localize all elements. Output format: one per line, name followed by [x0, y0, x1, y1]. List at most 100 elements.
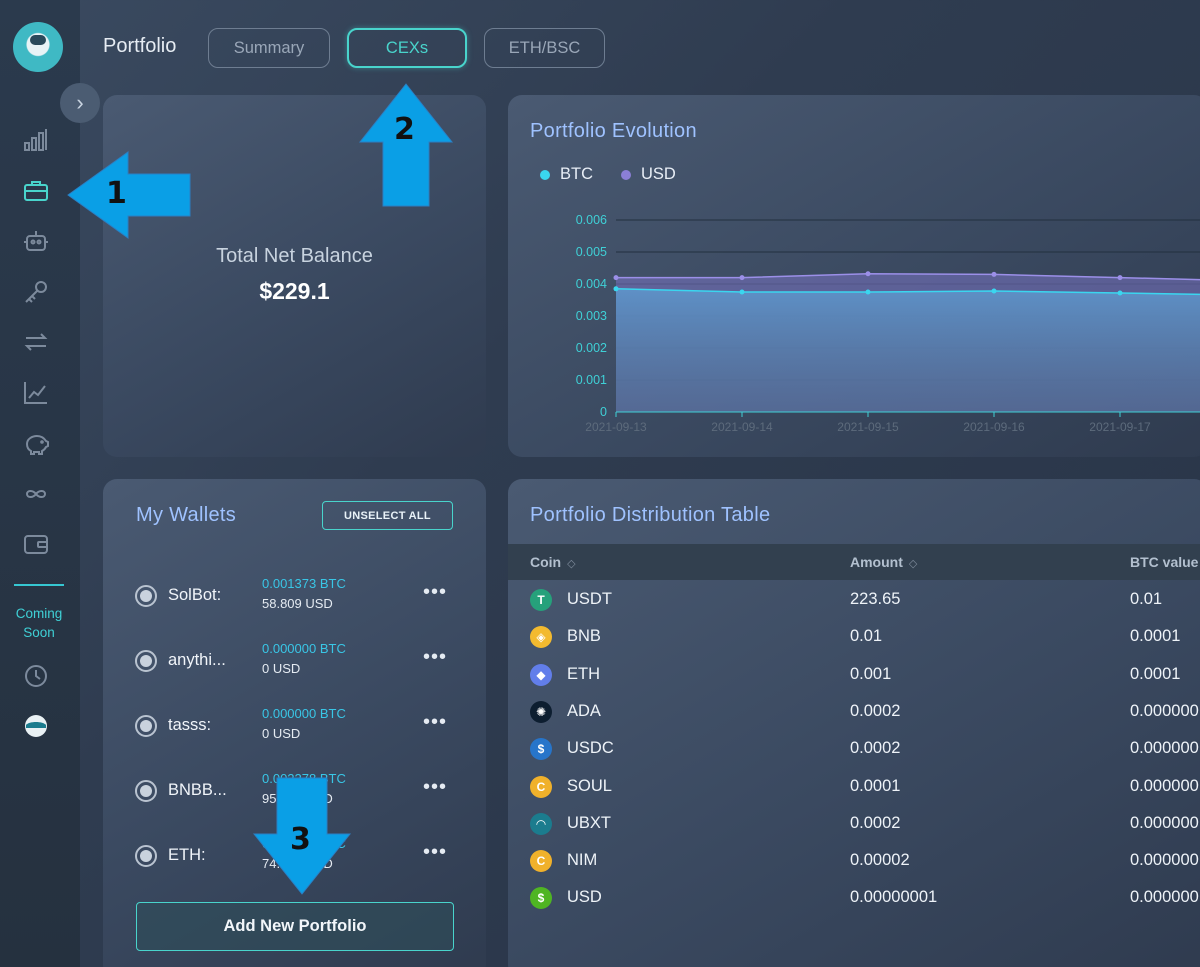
- coin-icon: ✺: [530, 700, 552, 723]
- robot-icon[interactable]: [22, 227, 50, 255]
- wallet-btc-balance: 0.001373 BTC: [262, 576, 346, 591]
- column-header-coin[interactable]: Coin ◇: [530, 554, 576, 570]
- wallet-select-radio[interactable]: [135, 585, 157, 607]
- table-row: ◆ ETH 0.001 0.0001: [508, 656, 1200, 693]
- line-chart-icon[interactable]: [22, 379, 50, 407]
- clock-icon[interactable]: [22, 662, 50, 690]
- column-header-amount-label: Amount: [850, 554, 903, 570]
- chart-legend: BTC USD: [540, 165, 676, 184]
- sort-icon: ◇: [908, 558, 918, 570]
- coin-btc-value: 0.000000: [1130, 888, 1199, 907]
- table-row: ◠ UBXT 0.0002 0.000000: [508, 805, 1200, 842]
- app-logo[interactable]: [13, 22, 63, 72]
- x-tick-label: 2021-09-14: [711, 420, 773, 434]
- wallet-more-menu[interactable]: •••: [423, 581, 448, 603]
- wallet-row[interactable]: anythi... 0.000000 BTC 0 USD •••: [135, 640, 455, 684]
- wallet-row[interactable]: tasss: 0.000000 BTC 0 USD •••: [135, 705, 455, 749]
- wallet-select-radio[interactable]: [135, 715, 157, 737]
- wallet-more-menu[interactable]: •••: [423, 776, 448, 798]
- column-header-btc-value[interactable]: BTC value: [1130, 554, 1198, 570]
- wallet-btc-balance: 0.000000 BTC: [262, 641, 346, 656]
- btc-data-point: [991, 288, 997, 294]
- tab-summary[interactable]: Summary: [208, 28, 330, 68]
- coin-icon: $: [530, 738, 552, 761]
- callout-number-1: 1: [106, 176, 127, 211]
- column-header-btc-value-label: BTC value: [1130, 554, 1199, 570]
- wallet-name: tasss:: [168, 716, 212, 734]
- y-tick-label: 0.006: [576, 213, 607, 227]
- legend-dot-btc: [540, 169, 550, 180]
- x-tick-label: 2021-09-16: [963, 420, 1025, 434]
- coin-amount: 0.001: [850, 664, 892, 683]
- wallet-more-menu[interactable]: •••: [423, 711, 448, 733]
- coin-btc-value: 0.000000: [1130, 776, 1199, 795]
- table-row: $ USDC 0.0002 0.000000: [508, 730, 1200, 767]
- key-icon[interactable]: [22, 278, 50, 306]
- my-wallets-card: My Wallets UNSELECT ALL Add New Portfoli…: [103, 479, 486, 967]
- y-tick-label: 0: [600, 405, 607, 419]
- chevron-right-icon: ›: [76, 90, 84, 115]
- coin-name: UBXT: [567, 813, 612, 832]
- coin-icon: ◈: [530, 626, 552, 649]
- btc-series-line: [615, 288, 1200, 296]
- wallet-select-radio[interactable]: [135, 650, 157, 672]
- btc-series-area: [616, 288, 1200, 412]
- y-tick-label: 0.005: [576, 245, 607, 259]
- distribution-title: Portfolio Distribution Table: [530, 504, 771, 526]
- wallet-more-menu[interactable]: •••: [423, 646, 448, 668]
- coin-amount: 223.65: [850, 590, 901, 608]
- coin-amount: 0.0002: [850, 813, 901, 832]
- infinity-icon[interactable]: [22, 480, 50, 508]
- distribution-card: Portfolio Distribution Table Coin ◇ Amoun…: [508, 479, 1200, 967]
- piggy-bank-icon[interactable]: [22, 430, 50, 458]
- coin-name: NIM: [567, 851, 598, 870]
- table-row: ◈ BNB 0.01 0.0001: [508, 618, 1200, 655]
- callout-arrow-2: [358, 83, 454, 207]
- wallet-row[interactable]: SolBot: 0.001373 BTC 58.809 USD •••: [135, 575, 455, 619]
- x-tick-label: 2021-09-15: [837, 420, 899, 434]
- coin-amount: 0.01: [850, 627, 883, 646]
- add-new-portfolio-button[interactable]: Add New Portfolio: [136, 902, 454, 951]
- wallet-select-radio[interactable]: [135, 845, 157, 867]
- tab-cexs[interactable]: CEXs: [347, 28, 467, 68]
- bar-chart-icon[interactable]: [22, 126, 50, 154]
- coin-icon: C: [530, 775, 552, 798]
- ubxt-logo-icon[interactable]: [22, 712, 50, 740]
- coin-name: ADA: [567, 701, 601, 720]
- coin-name: USD: [567, 888, 602, 907]
- coin-btc-value: 0.000000: [1130, 701, 1199, 720]
- unselect-all-button[interactable]: UNSELECT ALL: [322, 501, 453, 530]
- coin-btc-value: 0.0001: [1130, 664, 1181, 683]
- table-row: C SOUL 0.0001 0.000000: [508, 768, 1200, 805]
- table-row: T USDT 223.65 0.01: [508, 581, 1200, 618]
- coin-name: USDT: [567, 590, 612, 608]
- wallet-usd-balance: 58.809 USD: [262, 596, 333, 611]
- btc-data-point: [1117, 290, 1123, 296]
- y-tick-label: 0.002: [576, 341, 607, 355]
- total-net-balance-label: Total Net Balance: [216, 245, 373, 267]
- briefcase-icon[interactable]: [22, 177, 50, 205]
- coin-btc-value: 0.000000: [1130, 813, 1199, 832]
- wallet-name: anythi...: [168, 651, 226, 669]
- wallet-more-menu[interactable]: •••: [423, 841, 448, 863]
- sort-icon: ◇: [567, 558, 576, 570]
- usd-data-point: [739, 275, 745, 281]
- y-tick-label: 0.001: [576, 373, 607, 387]
- column-header-amount[interactable]: Amount ◇: [850, 554, 917, 570]
- wallet-name: BNBB...: [168, 781, 227, 799]
- coin-btc-value: 0.000000: [1130, 739, 1199, 758]
- coin-amount: 0.0002: [850, 739, 901, 758]
- sidebar: Coming Soon: [0, 0, 80, 967]
- x-tick-label: 2021-09-17: [1089, 420, 1151, 434]
- wallet-select-radio[interactable]: [135, 780, 157, 802]
- y-tick-label: 0.003: [576, 309, 607, 323]
- callout-number-3: 3: [290, 822, 311, 857]
- tab-eth-bsc[interactable]: ETH/BSC: [484, 28, 605, 68]
- legend-item-btc[interactable]: BTC: [540, 165, 593, 184]
- expand-sidebar-button[interactable]: ›: [60, 83, 100, 123]
- usd-data-point: [991, 271, 997, 277]
- legend-item-usd[interactable]: USD: [621, 165, 676, 184]
- swap-arrows-icon[interactable]: [22, 328, 50, 356]
- wallet-icon[interactable]: [22, 530, 50, 558]
- table-row: $ USD 0.00000001 0.000000: [508, 879, 1200, 916]
